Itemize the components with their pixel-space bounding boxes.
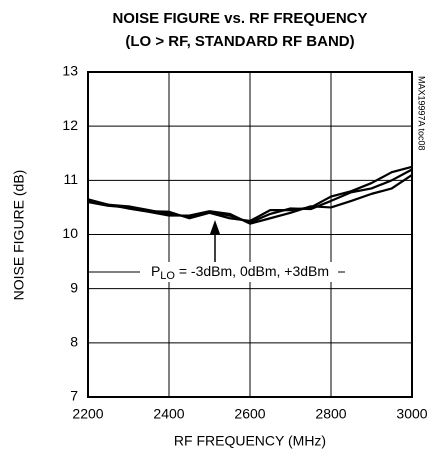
y-tick-label: 9: [70, 279, 78, 295]
x-tick-label: 2400: [153, 406, 184, 422]
annotation-arrowhead: [210, 220, 220, 234]
series-line: [87, 174, 413, 225]
side-note: MAX19997A toc08: [417, 76, 427, 151]
chart-title: NOISE FIGURE vs. RF FREQUENCY: [112, 10, 367, 27]
y-tick-label: 13: [62, 63, 78, 79]
annotation-subscript: LO: [160, 270, 175, 282]
annotation: PLO = -3dBm, 0dBm, +3dBm: [151, 263, 329, 282]
y-tick-label: 11: [63, 171, 78, 187]
chart-title: (LO > RF, STANDARD RF BAND): [125, 33, 354, 50]
y-tick-label: 8: [70, 334, 78, 350]
y-axis-label: NOISE FIGURE (dB): [11, 170, 27, 301]
plot-frame: [87, 71, 413, 398]
x-axis-label: RF FREQUENCY (MHz): [174, 433, 326, 449]
x-tick-label: 3000: [396, 406, 427, 422]
x-tick-label: 2200: [72, 406, 103, 422]
annotation-text: = -3dBm, 0dBm, +3dBm: [175, 263, 329, 279]
x-tick-label: 2800: [315, 406, 346, 422]
annotation-background: [136, 262, 344, 282]
y-tick-label: 12: [62, 117, 78, 133]
annotation-text: P: [151, 263, 160, 279]
y-tick-label: 10: [62, 225, 78, 241]
y-tick-label: 7: [70, 388, 78, 404]
x-tick-label: 2600: [234, 406, 265, 422]
